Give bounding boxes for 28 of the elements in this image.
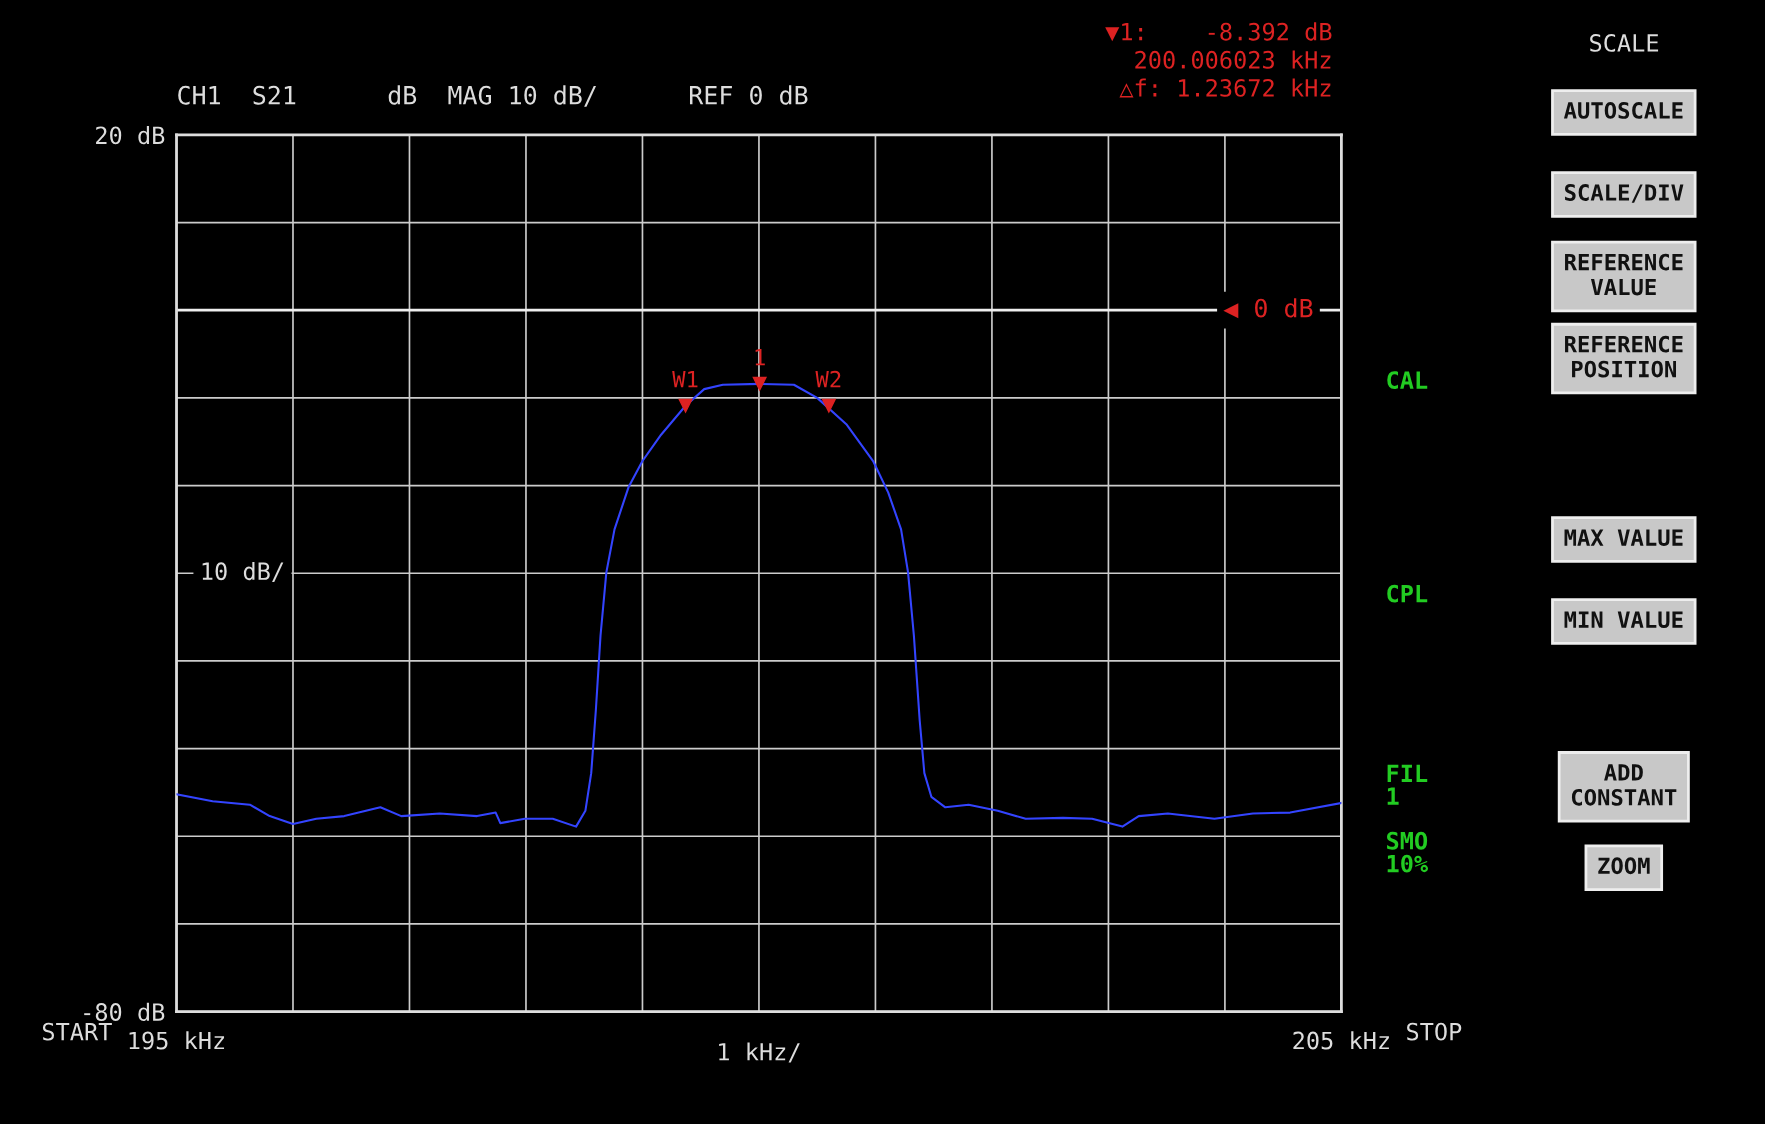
text: SCALE/DIV <box>1565 184 1684 203</box>
text: ADD CONSTANT <box>1571 764 1677 806</box>
text: START <box>42 1022 112 1041</box>
text: 200.006023 kHz <box>1135 50 1331 69</box>
annotation: W2 <box>815 370 841 388</box>
x-axis-title: 1 kHz/ <box>719 1042 800 1063</box>
annotation: 10 dB/ <box>202 561 284 583</box>
text: ▼1: -8.392 dB <box>1105 22 1332 42</box>
chart-title: CH1 S21 dB MAG 10 dB/ REF 0 dB <box>178 85 808 107</box>
y-tick-label: -80 dB <box>84 1002 165 1021</box>
text: STOP <box>1407 1022 1462 1041</box>
x-tick-label: 205 kHz <box>1293 1031 1389 1050</box>
text: REFERENCE VALUE <box>1565 253 1683 296</box>
text: SMO 10% <box>1387 831 1429 873</box>
text: AUTOSCALE <box>1563 102 1683 119</box>
y-tick-label: 20 dB <box>96 125 165 145</box>
annotation: W1 <box>672 371 698 388</box>
text: CPL <box>1387 584 1428 603</box>
text: MIN VALUE <box>1564 611 1683 629</box>
text: FIL 1 <box>1387 764 1428 805</box>
text: SCALE <box>1590 34 1659 52</box>
text: △f: 1.23672 kHz <box>1119 78 1331 98</box>
x-tick-label: 195 kHz <box>129 1031 225 1050</box>
text: MAX VALUE <box>1564 529 1683 546</box>
ref-line-label: ◀ 0 dB <box>1223 298 1313 319</box>
text: CAL <box>1387 371 1428 390</box>
text: ZOOM <box>1598 857 1650 875</box>
text: REFERENCE POSITION <box>1565 335 1683 378</box>
